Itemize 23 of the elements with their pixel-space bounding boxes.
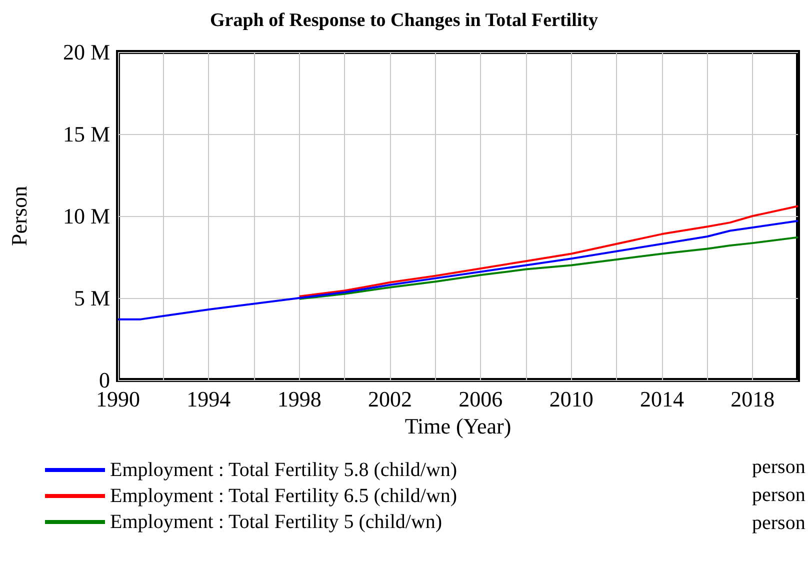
x-axis-title: Time (Year) xyxy=(404,413,512,438)
line-series xyxy=(117,220,799,320)
legend-label: Employment : Total Fertility 6.5 (child/wn) xyxy=(110,485,458,507)
legend-label: Employment : Total Fertility 5.8 (child/wn) xyxy=(110,459,458,481)
y-tick-label: 20 M xyxy=(62,40,110,64)
x-tick-label: 2010 xyxy=(549,386,594,412)
x-tick-label: 1994 xyxy=(186,386,231,412)
x-tick-label: 2018 xyxy=(730,386,775,412)
x-tick-label: 1998 xyxy=(277,386,322,412)
line-series xyxy=(298,205,799,298)
text: person xyxy=(752,484,806,506)
legend-label: Employment : Total Fertility 5 (child/wn) xyxy=(110,511,442,533)
y-tick-label: 15 M xyxy=(62,122,110,146)
y-tick-label: 5 M xyxy=(74,286,110,310)
y-tick-label: 10 M xyxy=(62,204,110,228)
chart-title: Graph of Response to Changes in Total Fertility xyxy=(210,10,598,31)
line-series xyxy=(298,236,799,300)
x-tick-label: 2002 xyxy=(368,386,412,412)
y-axis-title: Person xyxy=(6,186,32,246)
x-tick-label: 2006 xyxy=(458,386,503,412)
x-tick-label: 2014 xyxy=(640,386,684,412)
text: person xyxy=(752,512,806,534)
text: person xyxy=(752,456,806,478)
